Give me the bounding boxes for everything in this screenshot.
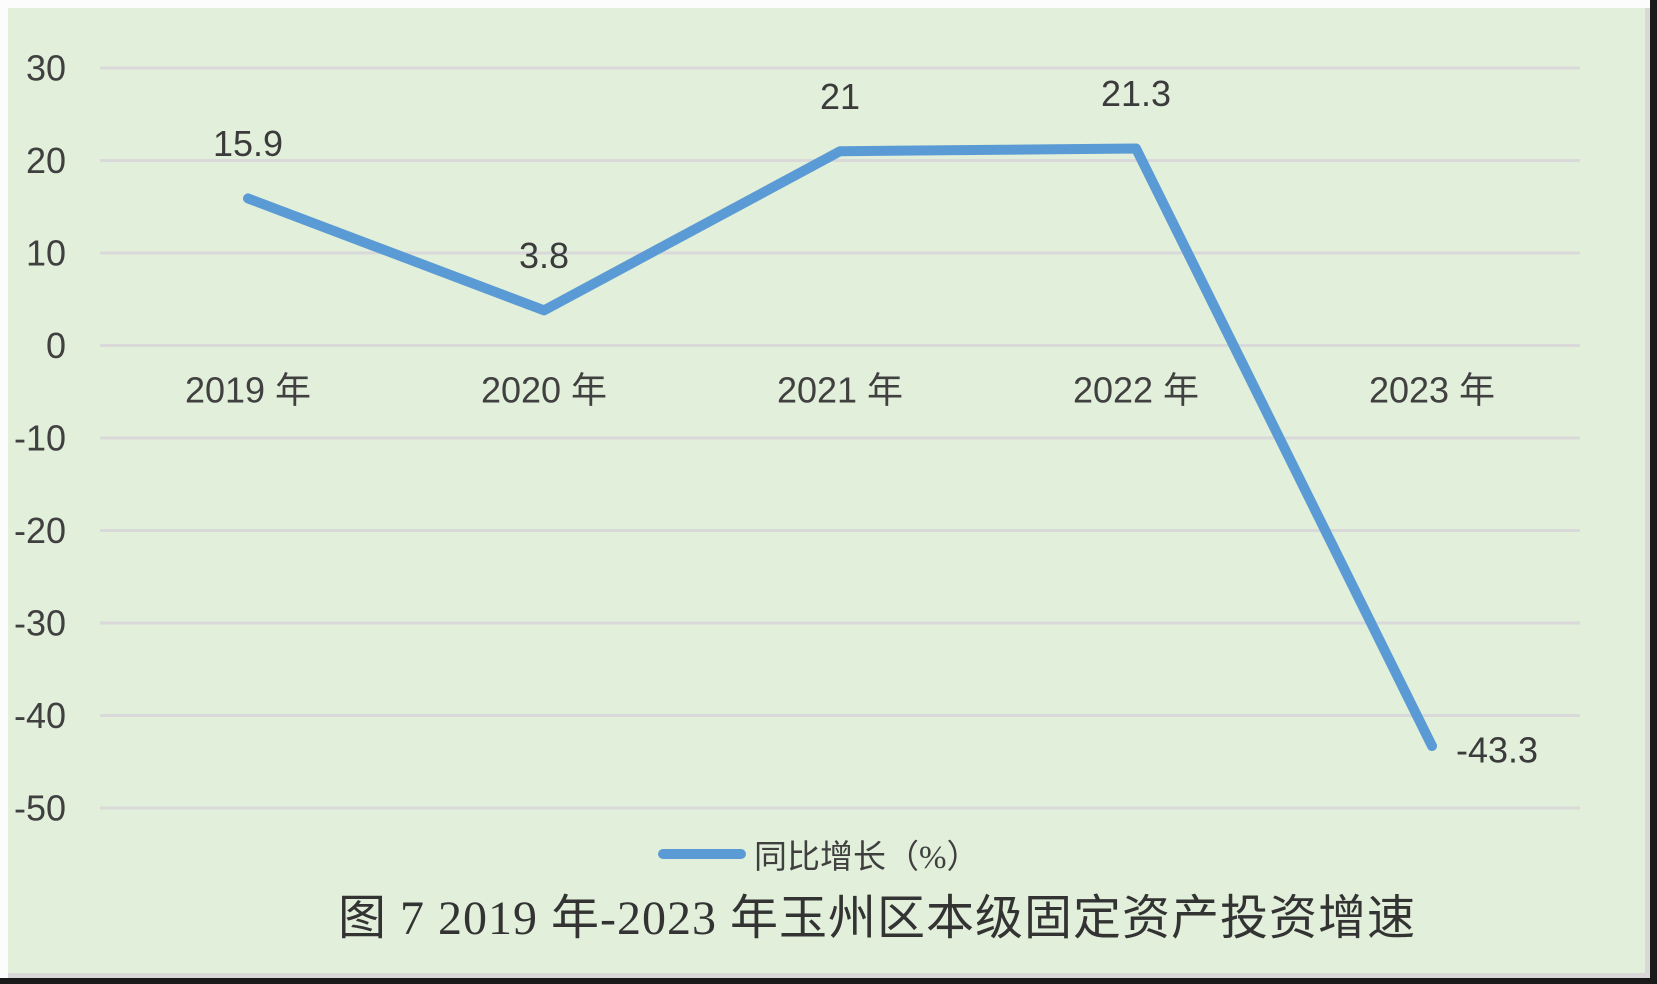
data-label: 21 (820, 76, 860, 117)
y-tick-label: 0 (46, 325, 66, 366)
data-label: 21.3 (1101, 73, 1171, 114)
line-chart-svg: 30 20 10 0 -10 -20 -30 -40 -50 2019 年 2020 年 2021 年… (14, 48, 1580, 829)
window-edge-bottom (0, 978, 1657, 984)
data-label: 3.8 (519, 235, 569, 276)
series-line (243, 143, 1437, 752)
window-edge-right (1650, 0, 1657, 984)
x-category-label: 2022 年 (1073, 370, 1199, 411)
y-tick-label: 30 (26, 48, 66, 89)
chart-title: 图 7 2019 年-2023 年玉州区本级固定资产投资增速 (338, 892, 1416, 945)
legend: 同比增长（%） (658, 830, 980, 878)
y-tick-label: 20 (26, 140, 66, 181)
x-category-label: 2019 年 (185, 370, 311, 411)
x-category-label: 2020 年 (481, 370, 607, 411)
data-label: -43.3 (1456, 730, 1538, 771)
y-tick-label: -50 (14, 788, 66, 829)
y-tick-label: -10 (14, 418, 66, 459)
y-tick-label: -30 (14, 603, 66, 644)
x-category-label: 2023 年 (1369, 370, 1495, 411)
legend-label: 同比增长（%） (754, 840, 980, 876)
y-tick-label: -20 (14, 510, 66, 551)
y-tick-label: -40 (14, 695, 66, 736)
x-category-label: 2021 年 (777, 370, 903, 411)
legend-line-swatch (658, 849, 746, 859)
data-label: 15.9 (213, 123, 283, 164)
y-tick-label: 10 (26, 233, 66, 274)
chart-area: 30 20 10 0 -10 -20 -30 -40 -50 2019 年 2020 年 2021 年… (8, 8, 1650, 978)
